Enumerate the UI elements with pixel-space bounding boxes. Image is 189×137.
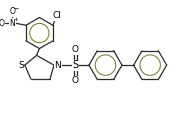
Text: −: − (13, 5, 18, 10)
Text: O: O (72, 76, 79, 85)
Text: O: O (9, 7, 15, 16)
Text: N: N (54, 61, 61, 70)
Text: N: N (9, 19, 15, 28)
Text: +: + (13, 17, 18, 22)
Text: O: O (0, 19, 5, 28)
Text: S: S (18, 61, 24, 70)
Text: O: O (72, 45, 79, 54)
Text: Cl: Cl (52, 11, 61, 20)
Text: S: S (72, 60, 78, 70)
